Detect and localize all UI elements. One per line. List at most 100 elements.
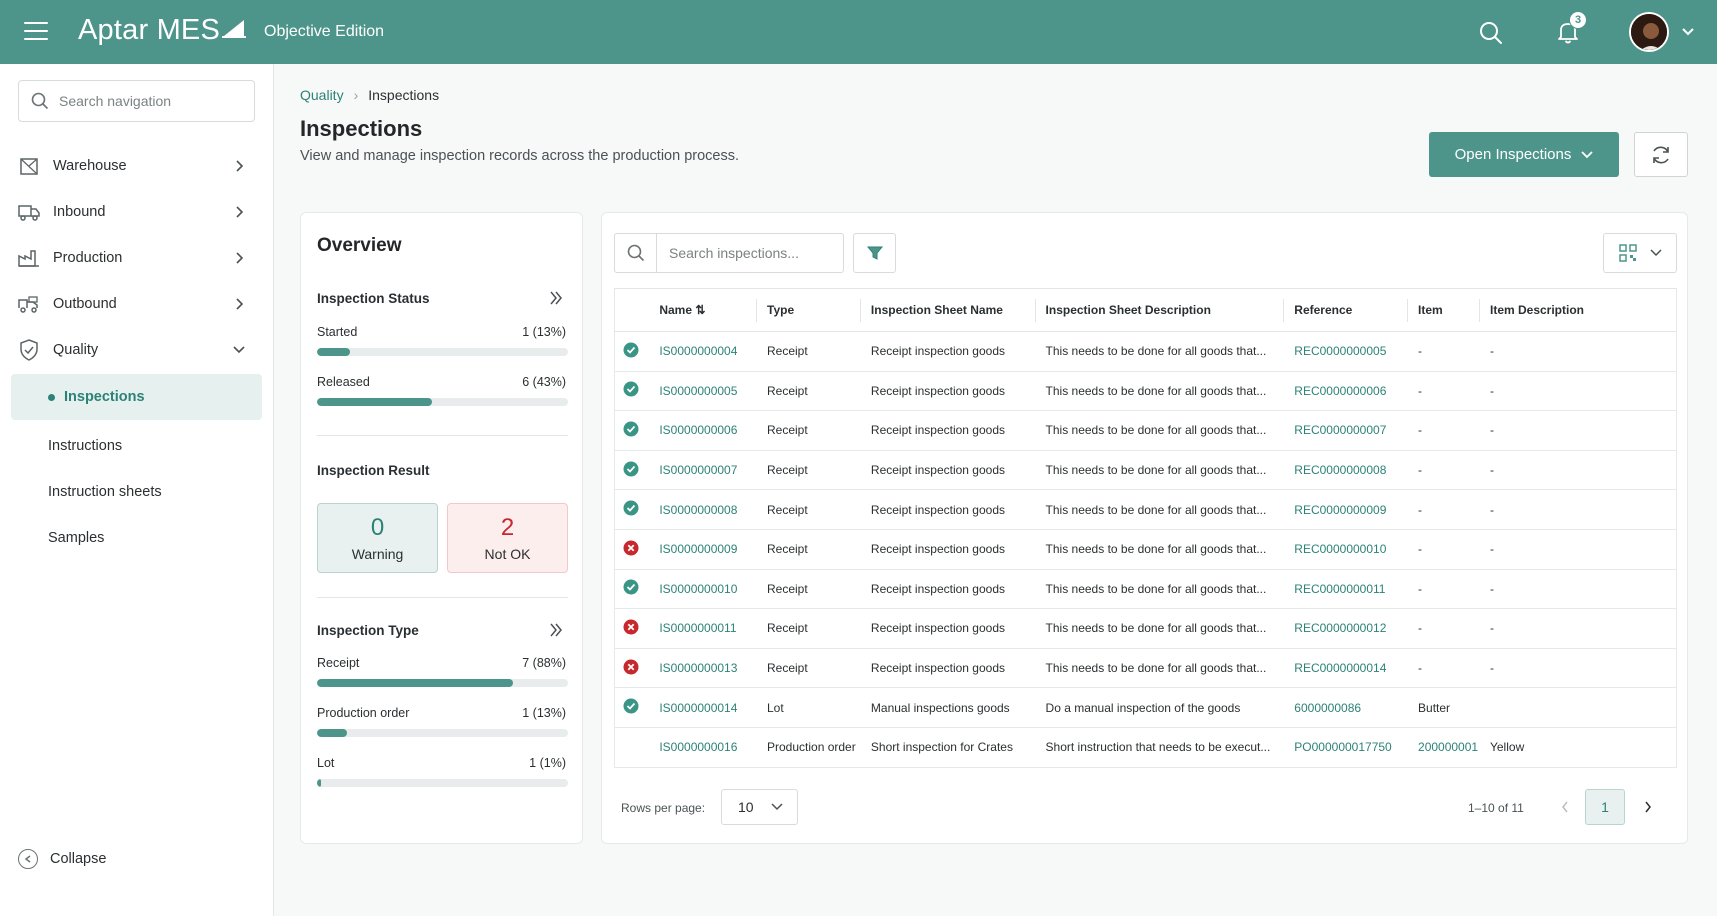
open-inspections-label: Open Inspections: [1454, 146, 1572, 163]
inspection-name-link[interactable]: IS0000000008: [649, 489, 757, 530]
reference-link[interactable]: REC0000000011: [1284, 569, 1409, 610]
column-header-item[interactable]: Item: [1408, 288, 1480, 332]
sidebar-subitem-inspections[interactable]: Inspections: [11, 374, 262, 420]
app-logo[interactable]: Aptar MES: [78, 14, 247, 47]
item-description-cell: -: [1479, 410, 1677, 451]
reference-link[interactable]: REC0000000007: [1284, 410, 1409, 451]
bell-icon[interactable]: [1555, 19, 1581, 45]
type-cell: Receipt: [757, 371, 861, 412]
table-row[interactable]: IS0000000013 Receipt Receipt inspection go…: [614, 648, 1677, 689]
table-search-box[interactable]: [614, 233, 844, 273]
table-row[interactable]: IS0000000016 Production order Short inspec…: [614, 727, 1677, 768]
item-cell[interactable]: 200000001: [1408, 727, 1480, 768]
not-ok-result-box[interactable]: 2 Not OK: [447, 503, 568, 573]
previous-page-button[interactable]: [1555, 795, 1575, 819]
status-cell: [614, 569, 650, 610]
item-cell: -: [1408, 489, 1480, 530]
nav-search-box[interactable]: [18, 80, 255, 122]
factory-icon: [18, 247, 40, 269]
item-description-cell: -: [1479, 569, 1677, 610]
column-header-type[interactable]: Type: [757, 288, 861, 332]
item-description-cell: -: [1479, 608, 1677, 649]
breadcrumb-quality-link[interactable]: Quality: [300, 87, 344, 103]
inspection-name-link[interactable]: IS0000000004: [649, 331, 757, 372]
menu-icon[interactable]: [24, 22, 48, 42]
column-header-item-description[interactable]: Item Description: [1479, 288, 1677, 332]
collapse-button[interactable]: Collapse: [18, 849, 106, 869]
table-row[interactable]: IS0000000010 Receipt Receipt inspection go…: [614, 569, 1677, 610]
table-row[interactable]: IS0000000008 Receipt Receipt inspection go…: [614, 489, 1677, 530]
inspection-name-link[interactable]: IS0000000011: [649, 608, 757, 649]
sheet-name-cell: Receipt inspection goods: [860, 331, 1036, 372]
table-row[interactable]: IS0000000011 Receipt Receipt inspection go…: [614, 608, 1677, 649]
sheet-description-cell: This needs to be done for all goods that…: [1035, 489, 1285, 530]
reference-link[interactable]: REC0000000014: [1284, 648, 1409, 689]
view-options-button[interactable]: [1603, 233, 1677, 273]
status-started-label: Started: [317, 325, 358, 339]
reference-link[interactable]: REC0000000008: [1284, 450, 1409, 491]
avatar[interactable]: [1629, 12, 1669, 52]
sidebar-subitem-samples[interactable]: Samples: [48, 530, 105, 546]
double-chevron-right-icon[interactable]: [547, 289, 565, 307]
reference-link[interactable]: REC0000000009: [1284, 489, 1409, 530]
search-icon[interactable]: [1478, 20, 1504, 46]
sidebar-item-outbound[interactable]: Outbound: [0, 284, 274, 324]
status-started-count: 1: [522, 325, 530, 339]
inspection-name-link[interactable]: IS0000000005: [649, 371, 757, 412]
status-cell: [614, 687, 650, 728]
inspection-name-link[interactable]: IS0000000016: [649, 727, 757, 768]
table-row[interactable]: IS0000000005 Receipt Receipt inspection go…: [614, 371, 1677, 412]
type-production-order-value: 1 (13%): [522, 706, 566, 720]
warning-result-box[interactable]: 0 Warning: [317, 503, 438, 573]
reference-link[interactable]: REC0000000005: [1284, 331, 1409, 372]
active-dot: [48, 394, 55, 401]
breadcrumb-current: Inspections: [368, 87, 440, 103]
type-cell: Receipt: [757, 331, 861, 372]
inspection-name-link[interactable]: IS0000000010: [649, 569, 757, 610]
table-search-input[interactable]: [669, 245, 839, 261]
sidebar-item-warehouse[interactable]: Warehouse: [0, 146, 274, 186]
top-bar: Aptar MES Objective Edition 3: [0, 0, 1717, 64]
item-cell: -: [1408, 450, 1480, 491]
sidebar-item-quality[interactable]: Quality: [0, 330, 274, 370]
type-cell: Lot: [757, 687, 861, 728]
open-inspections-button[interactable]: Open Inspections: [1429, 132, 1619, 177]
column-header-reference[interactable]: Reference: [1284, 288, 1409, 332]
table-row[interactable]: IS0000000007 Receipt Receipt inspection go…: [614, 450, 1677, 491]
reference-link[interactable]: REC0000000012: [1284, 608, 1409, 649]
inspection-name-link[interactable]: IS0000000014: [649, 687, 757, 728]
chevron-down-icon[interactable]: [1680, 25, 1696, 39]
reference-link[interactable]: 6000000086: [1284, 687, 1409, 728]
page-button-current[interactable]: 1: [1585, 789, 1625, 825]
table-row[interactable]: IS0000000009 Receipt Receipt inspection go…: [614, 529, 1677, 570]
nav-search-input[interactable]: [59, 93, 239, 109]
table-row[interactable]: IS0000000004 Receipt Receipt inspection go…: [614, 331, 1677, 372]
notification-badge: 3: [1569, 11, 1587, 29]
status-cell: [614, 489, 650, 530]
double-chevron-right-icon[interactable]: [547, 621, 565, 639]
inspection-name-link[interactable]: IS0000000013: [649, 648, 757, 689]
sidebar-subitem-instruction-sheets[interactable]: Instruction sheets: [48, 484, 162, 500]
column-header-sheet-name[interactable]: Inspection Sheet Name: [860, 288, 1036, 332]
table-row[interactable]: IS0000000006 Receipt Receipt inspection go…: [614, 410, 1677, 451]
refresh-button[interactable]: [1634, 132, 1688, 177]
sidebar-subitem-instructions[interactable]: Instructions: [48, 438, 123, 454]
next-page-button[interactable]: [1638, 795, 1658, 819]
warehouse-icon: [18, 155, 40, 177]
type-receipt-bar: [317, 679, 568, 687]
inspection-name-link[interactable]: IS0000000007: [649, 450, 757, 491]
reference-link[interactable]: PO000000017750: [1284, 727, 1409, 768]
sidebar-item-label: Inbound: [53, 204, 106, 220]
inspection-name-link[interactable]: IS0000000006: [649, 410, 757, 451]
item-description-cell: -: [1479, 331, 1677, 372]
sidebar-item-production[interactable]: Production: [0, 238, 274, 278]
table-row[interactable]: IS0000000014 Lot Manual inspections goods D…: [614, 687, 1677, 728]
inspection-name-link[interactable]: IS0000000009: [649, 529, 757, 570]
column-header-sheet-description[interactable]: Inspection Sheet Description: [1035, 288, 1285, 332]
sidebar-item-inbound[interactable]: Inbound: [0, 192, 274, 232]
column-header-name[interactable]: Name ⇅: [649, 288, 757, 332]
reference-link[interactable]: REC0000000006: [1284, 371, 1409, 412]
rows-per-page-select[interactable]: 10: [721, 789, 798, 825]
filter-button[interactable]: [853, 233, 896, 273]
reference-link[interactable]: REC0000000010: [1284, 529, 1409, 570]
